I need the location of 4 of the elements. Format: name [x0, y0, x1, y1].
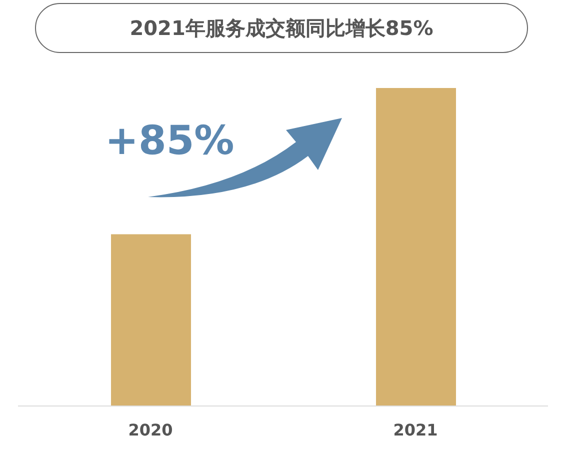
x-tick-label: 2021 [393, 420, 438, 440]
x-tick-label: 2020 [128, 420, 173, 440]
chart-title: 2021年服务成交额同比增长85% [35, 3, 528, 53]
annotation: +85% [105, 118, 234, 164]
